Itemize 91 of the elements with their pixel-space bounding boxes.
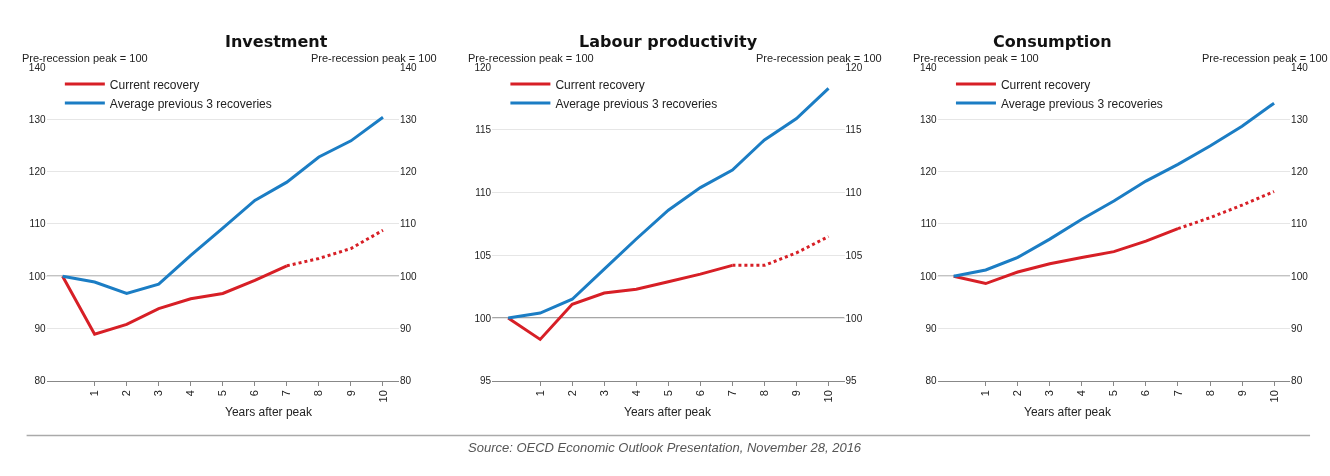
y2-tick-label: 110 (1291, 218, 1308, 230)
y2-tick-label: 115 (845, 124, 862, 136)
y2-tick-label: 80 (1291, 375, 1303, 387)
x-axis-title: Years after peak (624, 405, 712, 419)
y-tick-label: 130 (28, 113, 46, 125)
y2-axis-title: Pre-recession peak = 100 (1202, 52, 1328, 64)
x-tick-label: 5 (661, 390, 674, 397)
legend-label: Average previous 3 recoveries (109, 96, 272, 111)
y2-tick-label: 120 (1291, 166, 1309, 178)
y2-tick-label: 140 (1291, 61, 1309, 73)
y2-tick-label: 130 (400, 113, 418, 125)
x-tick-label: 1 (533, 390, 546, 397)
x-tick-label: 10 (1267, 390, 1280, 403)
x-tick-label: 2 (1011, 390, 1024, 397)
y-tick-label: 110 (475, 187, 492, 199)
x-tick-label: 9 (1235, 390, 1248, 397)
x-tick-label: 2 (120, 390, 133, 397)
x-tick-label: 6 (248, 390, 261, 397)
y-tick-label: 140 (919, 61, 938, 73)
x-tick-label: 1 (88, 390, 101, 397)
y2-tick-label: 105 (845, 249, 863, 261)
y2-tick-label: 130 (1291, 113, 1309, 125)
x-tick-label: 7 (725, 390, 738, 397)
x-tick-label: 10 (822, 390, 835, 403)
y-tick-label: 105 (474, 249, 492, 261)
y2-axis-title: Pre-recession peak = 100 (756, 52, 882, 64)
x-tick-label: 3 (152, 390, 165, 397)
x-tick-label: 7 (280, 390, 293, 397)
y2-tick-label: 120 (845, 61, 863, 73)
x-tick-label: 9 (344, 390, 357, 397)
y2-tick-label: 110 (845, 187, 862, 199)
legend-label: Current recovery (555, 77, 645, 92)
y2-tick-label: 110 (400, 218, 417, 230)
y2-tick-label: 140 (400, 61, 418, 73)
y-tick-label: 80 (925, 375, 938, 387)
x-tick-label: 8 (1203, 390, 1216, 397)
legend-label: Average previous 3 recoveries (1000, 96, 1163, 111)
x-tick-label: 3 (597, 390, 610, 397)
x-tick-label: 5 (1107, 390, 1120, 397)
y-tick-label: 140 (28, 61, 46, 73)
x-tick-label: 1 (979, 390, 992, 397)
y-tick-label: 100 (28, 270, 46, 282)
y-tick-label: 100 (919, 270, 938, 282)
y-axis-title: Pre-recession peak = 100 (468, 52, 594, 64)
chart-title: Labour productivity (579, 32, 758, 51)
x-tick-label: 4 (629, 390, 642, 397)
y2-tick-label: 90 (1291, 323, 1303, 335)
x-tick-label: 8 (758, 390, 771, 397)
x-tick-label: 3 (1043, 390, 1056, 397)
y2-tick-label: 90 (400, 323, 412, 335)
chart-title: Consumption (993, 32, 1112, 51)
legend-label: Average previous 3 recoveries (555, 96, 718, 111)
y-tick-label: 115 (475, 124, 492, 136)
line-series (952, 101, 1276, 278)
legend-label: Current recovery (1000, 77, 1091, 92)
y-tick-label: 100 (474, 312, 492, 324)
y-tick-label: 80 (34, 375, 46, 387)
chart-title: Investment (225, 32, 328, 51)
x-axis-title: Years after peak (1024, 405, 1112, 419)
x-tick-label: 9 (790, 390, 803, 397)
y-tick-label: 110 (29, 218, 46, 230)
y-tick-label: 130 (919, 113, 938, 125)
x-tick-label: 6 (1139, 390, 1152, 397)
y-tick-label: 90 (34, 323, 46, 335)
y-axis-title: Pre-recession peak = 100 (22, 52, 148, 64)
y2-tick-label: 100 (400, 270, 418, 282)
y-axis-title: Pre-recession peak = 100 (913, 52, 1039, 64)
y-tick-label: 110 (920, 218, 938, 230)
y-tick-label: 120 (28, 166, 46, 178)
x-tick-label: 6 (693, 390, 706, 397)
x-tick-label: 7 (1171, 390, 1184, 397)
x-tick-label: 8 (312, 390, 325, 397)
line-series (61, 115, 385, 295)
x-tick-label: 4 (184, 390, 197, 397)
y-tick-label: 120 (919, 166, 938, 178)
y2-axis-title: Pre-recession peak = 100 (311, 52, 437, 64)
source-note: Source: OECD Economic Outlook Presentation, November 28, 2016 (468, 440, 862, 455)
x-axis-title: Years after peak (225, 405, 313, 419)
y2-tick-label: 80 (400, 375, 412, 387)
x-tick-label: 2 (565, 390, 578, 397)
y-tick-label: 95 (479, 375, 492, 387)
y2-tick-label: 95 (845, 375, 858, 387)
x-tick-label: 4 (1075, 390, 1088, 397)
y-tick-label: 90 (925, 323, 938, 335)
legend-label: Current recovery (109, 77, 200, 92)
y2-tick-label: 100 (845, 312, 863, 324)
x-tick-label: 10 (376, 390, 389, 403)
y-tick-label: 120 (474, 61, 492, 73)
x-tick-label: 5 (216, 390, 229, 397)
y2-tick-label: 100 (1291, 270, 1309, 282)
y2-tick-label: 120 (400, 166, 418, 178)
